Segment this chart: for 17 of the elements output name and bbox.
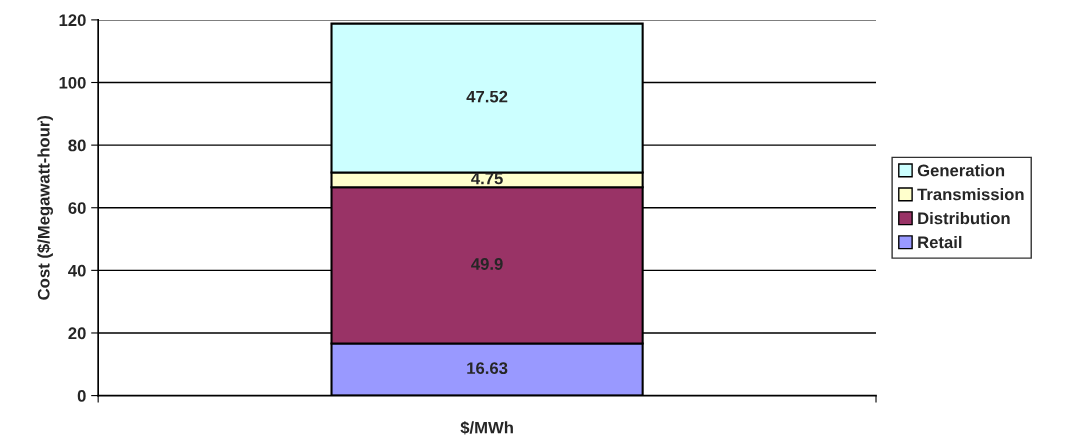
y-tick-label: 40	[68, 264, 86, 277]
y-tick-label: 0	[77, 389, 86, 402]
y-tick-label: 100	[59, 76, 86, 89]
data-label: 16.63	[467, 362, 508, 375]
y-tick-label: 60	[68, 202, 86, 214]
legend-label: Generation	[917, 164, 1005, 177]
x-axis-title: $/MWh	[460, 420, 513, 435]
y-tick-label: 120	[59, 14, 86, 27]
legend-label: Transmission	[917, 188, 1024, 201]
data-label: 4.75	[471, 172, 503, 185]
y-axis-title: Cost ($/Megawatt-hour)	[37, 115, 53, 300]
data-label: 47.52	[466, 90, 508, 103]
y-tick-label: 20	[68, 327, 86, 340]
legend-label: Distribution	[918, 212, 1010, 225]
legend-label: Retail	[918, 235, 962, 249]
data-label: 49.9	[471, 258, 503, 270]
y-tick-label: 80	[68, 139, 86, 152]
